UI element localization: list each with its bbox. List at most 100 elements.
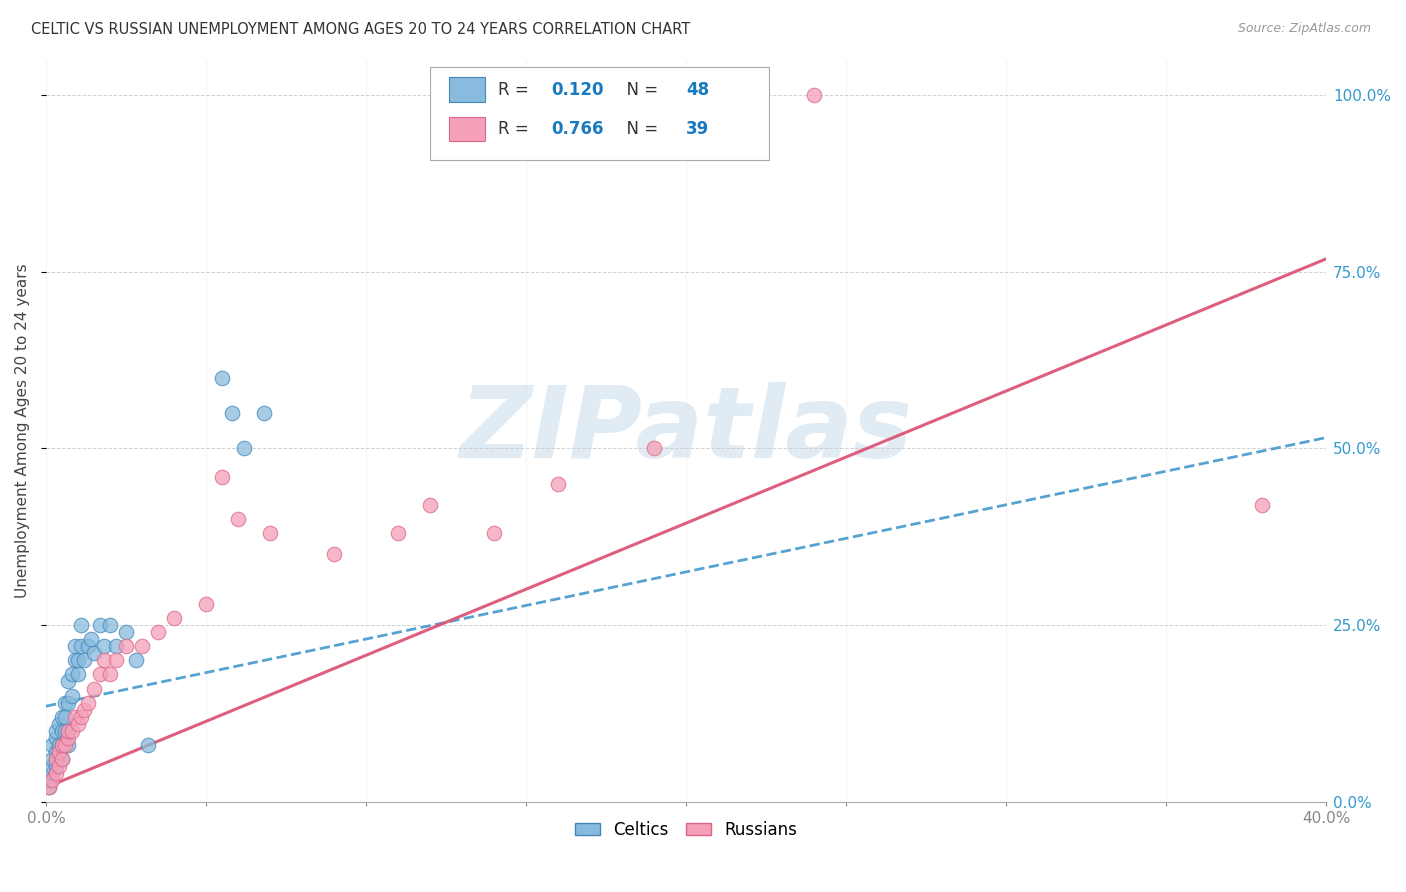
Point [41,766,63,780]
Point [58,723,80,738]
Point [70,618,93,632]
Point [48,716,70,731]
Point [58,723,80,738]
Point [45,731,67,745]
Point [105,653,128,667]
Legend: Celtics, Russians: Celtics, Russians [568,814,803,846]
Point [38,773,60,788]
Point [226,512,249,526]
Text: 39: 39 [686,120,709,138]
Point [73,703,96,717]
Point [195,597,218,611]
Point [48,745,70,759]
Text: 48: 48 [686,80,709,99]
Point [45,759,67,773]
Text: 0.120: 0.120 [551,80,605,99]
Point [70,639,93,653]
Text: Source: ZipAtlas.com: Source: ZipAtlas.com [1237,22,1371,36]
Point [105,639,128,653]
Point [76,639,98,653]
Point [48,745,70,759]
Point [233,442,256,456]
Point [70,710,93,724]
Point [211,370,233,384]
Point [707,87,730,102]
Point [803,87,825,102]
Point [115,624,138,639]
Point [51,752,73,766]
Y-axis label: Unemployment Among Ages 20 to 24 years: Unemployment Among Ages 20 to 24 years [15,263,30,598]
Point [387,526,409,541]
Point [259,526,281,541]
Point [53,738,76,752]
Point [66,716,89,731]
Point [48,759,70,773]
Point [89,667,111,681]
Point [45,752,67,766]
Point [53,710,76,724]
Point [60,667,83,681]
Point [482,526,505,541]
Point [211,469,233,483]
Point [45,752,67,766]
Point [51,752,73,766]
Point [41,759,63,773]
Point [41,738,63,752]
Point [252,406,274,420]
Point [58,674,80,689]
Point [58,696,80,710]
Point [60,723,83,738]
Point [124,653,146,667]
Point [45,723,67,738]
Point [98,618,121,632]
Point [41,752,63,766]
Point [98,667,121,681]
Point [419,498,441,512]
Point [146,624,169,639]
Point [38,780,60,795]
Text: ZIPatlas: ZIPatlas [460,382,912,479]
Point [60,689,83,703]
Text: CELTIC VS RUSSIAN UNEMPLOYMENT AMONG AGES 20 TO 24 YEARS CORRELATION CHART: CELTIC VS RUSSIAN UNEMPLOYMENT AMONG AGE… [31,22,690,37]
Point [643,442,665,456]
Point [76,696,98,710]
Point [51,738,73,752]
Point [138,738,160,752]
Text: 0.766: 0.766 [551,120,605,138]
FancyBboxPatch shape [449,78,485,102]
Point [63,653,86,667]
Point [63,639,86,653]
Point [58,731,80,745]
Point [58,738,80,752]
Point [53,696,76,710]
Point [41,773,63,788]
Point [53,723,76,738]
Point [66,667,89,681]
Point [48,738,70,752]
Point [38,780,60,795]
Text: R =: R = [498,80,534,99]
Point [83,646,105,660]
Point [66,653,89,667]
Point [221,406,243,420]
Point [1251,498,1274,512]
Point [45,766,67,780]
Point [323,547,346,561]
Point [51,710,73,724]
Point [89,618,111,632]
Point [51,738,73,752]
Point [83,681,105,696]
Point [73,653,96,667]
Text: N =: N = [616,80,664,99]
FancyBboxPatch shape [430,67,769,160]
Point [131,639,153,653]
Point [93,653,115,667]
Point [63,710,86,724]
Point [45,745,67,759]
Point [93,639,115,653]
Text: R =: R = [498,120,534,138]
Text: N =: N = [616,120,664,138]
Point [163,611,186,625]
Point [115,639,138,653]
FancyBboxPatch shape [449,117,485,141]
